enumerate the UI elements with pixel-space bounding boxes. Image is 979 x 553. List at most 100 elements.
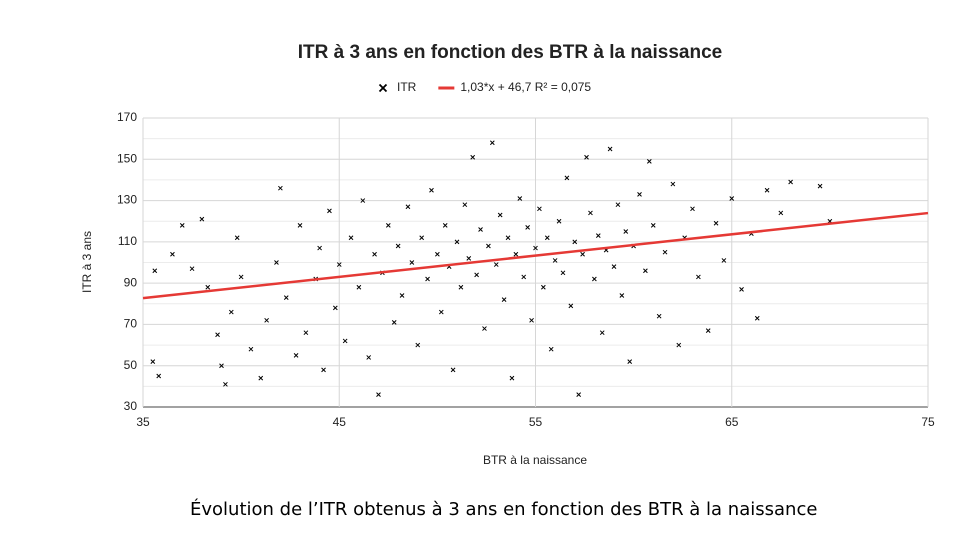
point xyxy=(152,268,158,274)
point xyxy=(588,210,593,216)
point xyxy=(327,208,332,214)
point xyxy=(442,222,448,228)
point xyxy=(348,235,354,241)
point xyxy=(435,251,440,257)
point xyxy=(493,262,499,267)
point xyxy=(462,202,468,208)
y-tick-label: 30 xyxy=(124,399,138,413)
point xyxy=(646,158,652,164)
point xyxy=(788,179,793,185)
y-tick-label: 50 xyxy=(124,358,138,372)
legend-label: ITR xyxy=(397,80,417,94)
point xyxy=(215,332,220,338)
point xyxy=(599,330,605,336)
point xyxy=(637,192,642,197)
point xyxy=(189,266,195,272)
point xyxy=(258,375,264,381)
point xyxy=(595,233,601,239)
point xyxy=(764,187,770,193)
point xyxy=(643,268,648,274)
point xyxy=(517,196,523,201)
legend-label: 1,03*x + 46,7 R² = 0,075 xyxy=(460,80,591,94)
point xyxy=(548,346,554,352)
point xyxy=(438,309,444,315)
caption: Évolution de l’ITR obtenus à 3 ans en fo… xyxy=(190,498,817,520)
y-tick-label: 150 xyxy=(117,151,137,165)
point xyxy=(274,260,279,265)
point xyxy=(405,204,411,210)
x-tick-label: 35 xyxy=(136,415,150,429)
point xyxy=(303,330,309,336)
point xyxy=(611,264,617,269)
point xyxy=(739,286,744,292)
point xyxy=(356,284,362,290)
point xyxy=(223,381,228,387)
point xyxy=(513,251,519,257)
point xyxy=(778,210,784,216)
point xyxy=(729,196,735,201)
point xyxy=(540,284,546,290)
point xyxy=(505,235,511,241)
point xyxy=(529,317,534,323)
point xyxy=(283,295,289,300)
point xyxy=(501,297,507,303)
x-tick-label: 55 xyxy=(529,415,543,429)
point xyxy=(317,245,322,251)
point xyxy=(705,328,711,333)
point xyxy=(336,262,342,267)
point xyxy=(205,284,211,290)
point xyxy=(623,229,629,234)
point xyxy=(297,222,303,228)
point xyxy=(419,235,425,241)
point xyxy=(366,355,372,360)
point xyxy=(342,338,348,344)
point xyxy=(179,222,185,228)
point xyxy=(170,251,175,257)
point xyxy=(150,359,156,364)
point xyxy=(619,293,625,298)
point xyxy=(228,309,234,315)
point xyxy=(721,258,727,263)
trend-line xyxy=(142,211,929,300)
point xyxy=(264,317,269,323)
y-tick-label: 110 xyxy=(118,234,137,248)
point xyxy=(156,373,162,379)
point xyxy=(489,140,495,146)
point xyxy=(372,251,377,257)
point xyxy=(572,239,578,245)
point xyxy=(409,260,415,265)
point xyxy=(556,218,562,224)
point xyxy=(478,227,483,232)
point xyxy=(458,284,464,290)
point xyxy=(592,276,597,282)
point xyxy=(486,243,491,249)
y-tick-label: 90 xyxy=(124,275,138,289)
point xyxy=(234,235,240,241)
point xyxy=(450,367,456,373)
point xyxy=(656,313,662,319)
point xyxy=(696,274,701,280)
point xyxy=(817,183,823,189)
point xyxy=(552,258,558,263)
x-tick-label: 65 xyxy=(725,415,739,429)
point xyxy=(470,154,476,160)
point xyxy=(278,185,283,191)
point xyxy=(690,206,695,212)
point xyxy=(533,245,538,251)
point xyxy=(360,198,366,203)
point xyxy=(219,363,224,369)
chart-title: ITR à 3 ans en fonction des BTR à la nai… xyxy=(298,42,722,63)
point xyxy=(385,222,391,228)
y-tick-label: 130 xyxy=(117,193,137,207)
point xyxy=(497,212,503,218)
y-axis-title: ITR à 3 ans xyxy=(80,231,94,293)
point xyxy=(650,222,656,228)
legend-marker xyxy=(378,83,388,93)
point xyxy=(537,206,542,212)
point xyxy=(248,346,254,352)
point xyxy=(509,375,515,381)
point xyxy=(199,216,205,222)
point xyxy=(584,154,589,160)
point xyxy=(576,392,582,397)
point xyxy=(754,315,760,321)
